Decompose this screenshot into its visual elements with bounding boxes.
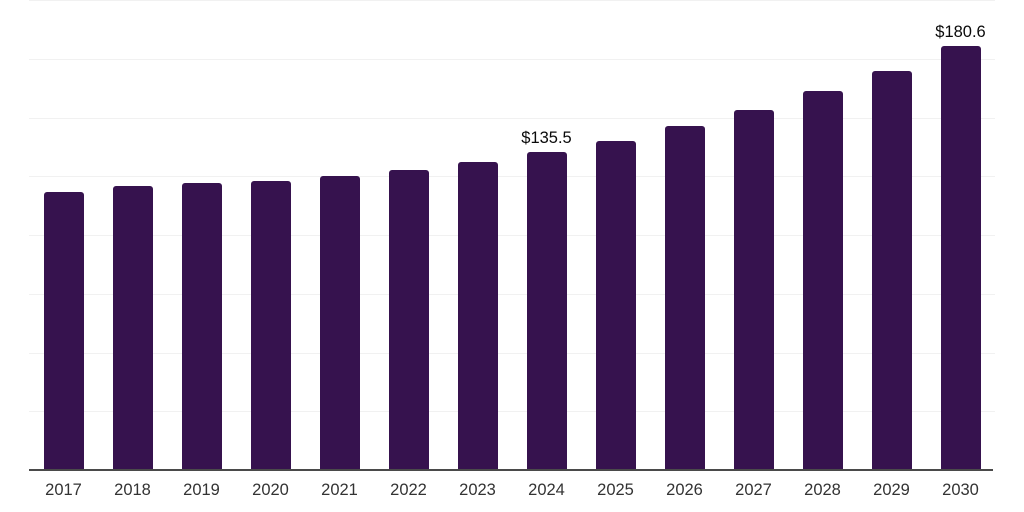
plot-area: $135.5 $180.6: [29, 0, 995, 470]
x-axis-line: [29, 469, 993, 471]
x-axis-label-2019: 2019: [183, 481, 220, 499]
bar-2018: [112, 185, 153, 470]
gridline-75: [29, 293, 995, 295]
x-axis-label-2017: 2017: [45, 481, 82, 499]
value-label-2024: $135.5: [521, 129, 572, 148]
x-axis-label-2023: 2023: [459, 481, 496, 499]
x-axis-label-2027: 2027: [735, 481, 772, 499]
gridline-125: [29, 176, 995, 178]
bar-2025: [595, 140, 636, 470]
gridline-50: [29, 352, 995, 354]
gridline-100: [29, 235, 995, 236]
bar-2028: [802, 91, 843, 470]
bar-slot-2027: [719, 0, 788, 470]
bar-slot-2022: [374, 0, 443, 470]
bar-slot-2026: [650, 0, 719, 470]
bar-2021: [319, 175, 360, 470]
x-axis-label-2028: 2028: [804, 481, 841, 499]
bar-slot-2029: [857, 0, 926, 470]
bar-2023: [457, 161, 498, 470]
gridline-25: [29, 411, 995, 413]
x-axis-label-2026: 2026: [666, 481, 703, 499]
gridline-175: [29, 58, 995, 60]
bar-2022: [388, 169, 429, 470]
bar-slot-2023: [443, 0, 512, 470]
value-label-2030: $180.6: [935, 23, 986, 42]
bar-slot-2017: [29, 0, 98, 470]
gridline-150: [29, 117, 995, 119]
bar-2029: [871, 70, 912, 470]
bar-2024: [526, 151, 567, 470]
bar-slot-2030: $180.6: [926, 0, 995, 470]
bar-slot-2019: [167, 0, 236, 470]
x-axis-labels: 2017 2018 2019 2020 2021 2022 2023 2024 2025 2026…: [29, 481, 995, 500]
x-axis-label-2024: 2024: [528, 481, 565, 499]
bars-row: $135.5 $180.6: [29, 0, 995, 470]
bar-slot-2028: [788, 0, 857, 470]
x-axis-label-2020: 2020: [252, 481, 289, 499]
bar-slot-2025: [581, 0, 650, 470]
bar-2030: [940, 45, 981, 470]
bar-2026: [664, 125, 705, 470]
bar-2017: [43, 191, 84, 470]
bar-slot-2021: [305, 0, 374, 470]
x-axis-label-2021: 2021: [321, 481, 358, 499]
x-axis-label-2029: 2029: [873, 481, 910, 499]
gridline-200: [29, 0, 995, 1]
x-axis-label-2025: 2025: [597, 481, 634, 499]
x-axis-label-2030: 2030: [942, 481, 979, 499]
bar-slot-2018: [98, 0, 167, 470]
bar-slot-2024: $135.5: [512, 0, 581, 470]
bar-2020: [250, 180, 291, 470]
bar-slot-2020: [236, 0, 305, 470]
bar-2019: [181, 182, 222, 470]
x-axis-label-2018: 2018: [114, 481, 151, 499]
bar-2027: [733, 109, 774, 470]
x-axis-label-2022: 2022: [390, 481, 427, 499]
